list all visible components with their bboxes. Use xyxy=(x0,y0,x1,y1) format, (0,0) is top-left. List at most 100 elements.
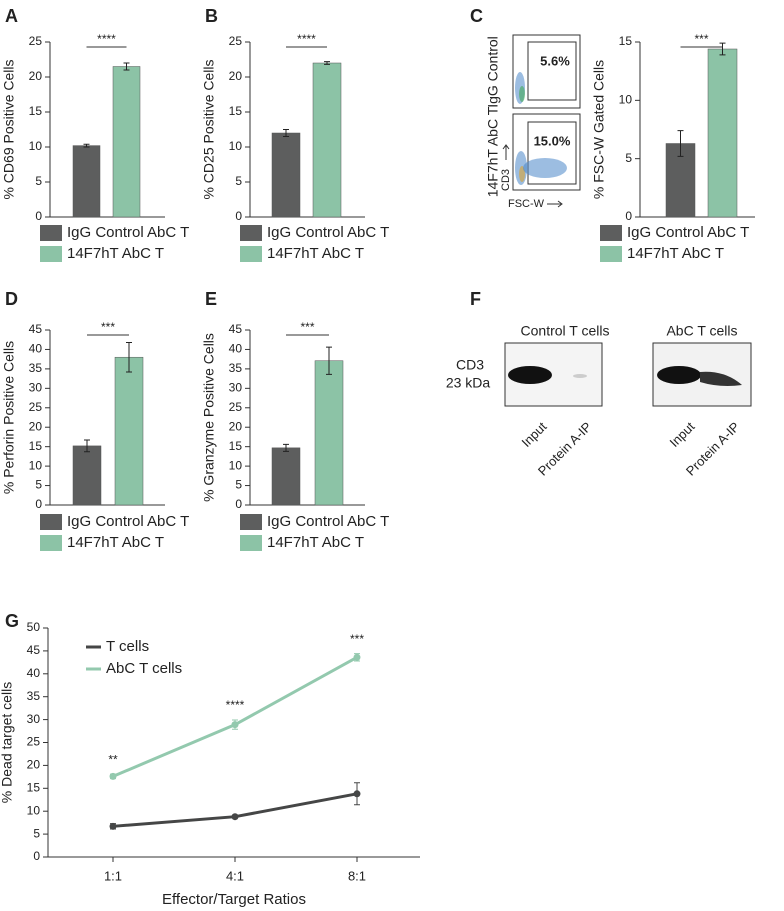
bar xyxy=(312,62,342,218)
legend-swatch xyxy=(600,225,622,241)
legend-swatch xyxy=(240,535,262,551)
y-tick-label: 0 xyxy=(35,209,42,223)
y-tick-label: 10 xyxy=(29,458,43,472)
y-tick-label: 10 xyxy=(27,803,41,817)
y-tick-label: 30 xyxy=(229,381,243,395)
point xyxy=(231,813,239,821)
lane-label: Input xyxy=(666,419,697,450)
significance: *** xyxy=(694,32,708,46)
gate xyxy=(527,121,577,185)
legend-label: 14F7hT AbC T xyxy=(67,245,164,262)
y-tick-label: 10 xyxy=(29,139,43,153)
y-tick-label: 15 xyxy=(229,439,243,453)
gate-value: 15.0% xyxy=(534,133,571,148)
bar xyxy=(72,445,102,506)
significance: **** xyxy=(297,32,316,46)
marker: CD3 xyxy=(456,357,484,373)
y-tick-label: 40 xyxy=(29,342,43,356)
band xyxy=(700,371,742,386)
panel-letter: E xyxy=(205,289,217,309)
y-tick-label: 20 xyxy=(229,419,243,433)
y-tick-label: 45 xyxy=(29,322,43,336)
y-axis-label: % Dead target cells xyxy=(0,682,15,803)
y-tick-label: 5 xyxy=(625,151,632,165)
y-tick-label: 35 xyxy=(27,689,41,703)
row-label: IgG Control xyxy=(485,36,501,108)
y-tick-label: 25 xyxy=(229,400,243,414)
y-tick-label: 10 xyxy=(229,139,243,153)
line xyxy=(112,792,358,828)
y-tick-label: 10 xyxy=(229,458,243,472)
y-tick-label: 40 xyxy=(27,666,41,680)
panel-letter: B xyxy=(205,6,218,26)
x-tick-label: 1:1 xyxy=(104,868,122,883)
y-tick-label: 5 xyxy=(35,478,42,492)
bar xyxy=(114,356,144,506)
error-bar xyxy=(283,443,289,452)
y-tick-label: 10 xyxy=(619,93,633,107)
y-tick-label: 15 xyxy=(229,104,243,118)
y-tick-label: 0 xyxy=(33,849,40,863)
y-tick-label: 20 xyxy=(29,69,43,83)
point xyxy=(109,772,117,780)
y-tick-label: 5 xyxy=(33,826,40,840)
y-axis-label: % Granzyme Positive Cells xyxy=(201,333,217,502)
gate-value: 5.6% xyxy=(540,53,570,68)
y-tick-label: 0 xyxy=(625,209,632,223)
band xyxy=(657,366,701,384)
panel-letter: A xyxy=(5,6,18,26)
x-axis-label: Effector/Target Ratios xyxy=(162,891,306,908)
y-tick-label: 0 xyxy=(35,497,42,511)
y-tick-label: 0 xyxy=(235,209,242,223)
panel-letter: G xyxy=(5,611,19,631)
y-axis-label: % CD25 Positive Cells xyxy=(201,59,217,199)
panel-letter: C xyxy=(470,6,483,26)
y-tick-label: 45 xyxy=(229,322,243,336)
point xyxy=(353,653,361,661)
legend-label: IgG Control AbC T xyxy=(67,513,189,530)
cell-cloud xyxy=(519,86,525,102)
blot-title: AbC T cells xyxy=(666,323,737,339)
bar xyxy=(271,447,301,506)
legend-label: IgG Control AbC T xyxy=(267,224,389,241)
band xyxy=(508,366,552,384)
bar xyxy=(112,66,141,218)
y-tick-label: 30 xyxy=(27,712,41,726)
error-bar xyxy=(324,61,330,65)
significance: *** xyxy=(350,632,364,646)
point xyxy=(109,822,117,830)
significance: **** xyxy=(226,698,245,712)
blot-title: Control T cells xyxy=(521,323,610,339)
legend-swatch xyxy=(600,246,622,262)
y-tick-label: 35 xyxy=(229,361,243,375)
error-bar xyxy=(719,42,726,56)
y-tick-label: 50 xyxy=(27,620,41,634)
legend-label: IgG Control AbC T xyxy=(67,224,189,241)
legend-swatch xyxy=(40,225,62,241)
legend-label: IgG Control AbC T xyxy=(267,513,389,530)
x-tick-label: 4:1 xyxy=(226,868,244,883)
western-blot: F Control T cells AbC T cells CD3 23 kDa… xyxy=(446,289,752,479)
legend-swatch xyxy=(240,514,262,530)
y-tick-label: 5 xyxy=(35,174,42,188)
legend-label: 14F7hT AbC T xyxy=(627,245,724,262)
error-bar xyxy=(126,341,132,373)
significance: **** xyxy=(97,32,116,46)
y-tick-label: 35 xyxy=(29,361,43,375)
gate xyxy=(527,41,577,101)
y-tick-label: 45 xyxy=(27,643,41,657)
y-tick-label: 30 xyxy=(29,381,43,395)
legend-swatch xyxy=(40,514,62,530)
axis-label: FSC-W xyxy=(508,198,545,210)
y-tick-label: 0 xyxy=(235,497,242,511)
legend-swatch xyxy=(240,225,262,241)
legend-swatch xyxy=(240,246,262,262)
bar xyxy=(314,360,344,506)
bar xyxy=(271,132,301,218)
size: 23 kDa xyxy=(446,375,491,391)
error-bar xyxy=(123,62,130,71)
band xyxy=(573,374,587,378)
error-bar xyxy=(83,143,90,148)
y-tick-label: 15 xyxy=(29,439,43,453)
